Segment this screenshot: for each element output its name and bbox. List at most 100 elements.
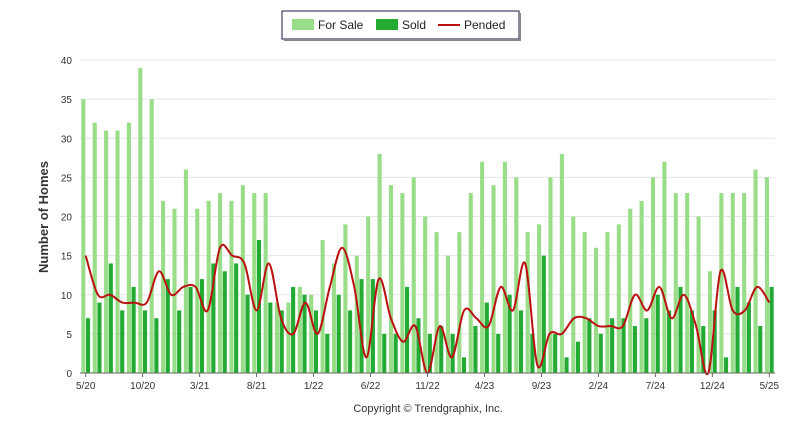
for-sale-bar [92, 122, 97, 373]
sold-bar [610, 318, 615, 373]
sold-bar [325, 333, 330, 373]
for-sale-bar [730, 193, 735, 373]
for-sale-bar [240, 185, 245, 373]
sold-bar [621, 318, 626, 373]
x-tick-label: 3/21 [190, 381, 210, 392]
x-tick-label: 10/20 [130, 381, 155, 392]
sold-bar [518, 310, 524, 373]
y-tick-label: 15 [61, 252, 73, 263]
for-sale-bar [673, 193, 678, 373]
sold-bar [746, 302, 751, 373]
for-sale-bar [115, 130, 120, 373]
y-tick-label: 35 [61, 95, 73, 106]
for-sale-bar [263, 193, 268, 373]
legend-box [281, 10, 520, 40]
for-sale-bar [514, 177, 519, 373]
y-tick-label: 40 [61, 56, 73, 67]
sold-bar [496, 333, 501, 373]
y-tick-label: 0 [66, 369, 72, 380]
sold-bar [302, 294, 307, 373]
for-sale-bar [252, 193, 257, 373]
sold-bar [348, 310, 353, 373]
x-tick-label: 1/22 [304, 381, 324, 392]
y-tick-labels: 0 5 10 15 20 25 30 35 40 [61, 56, 73, 380]
y-tick-label: 25 [61, 173, 73, 184]
sold-bar [177, 310, 182, 373]
sold-bar [575, 341, 581, 373]
for-sale-bar [457, 232, 462, 373]
copyright-text: Copyright © Trendgraphix, Inc. [353, 403, 502, 415]
sold-bar [131, 286, 136, 373]
y-axis-title: Number of Homes [36, 161, 51, 273]
sold-bar [644, 318, 649, 373]
for-sale-bar [548, 177, 553, 373]
for-sale-bar [229, 200, 234, 373]
for-sale-bar [719, 193, 724, 373]
sold-bar [427, 333, 432, 373]
for-sale-bar [537, 224, 542, 373]
sold-bar [211, 263, 216, 373]
for-sale-bar [707, 271, 713, 373]
for-sale-bar [605, 232, 610, 373]
sold-bar [199, 279, 205, 373]
for-sale-bar [434, 232, 439, 373]
for-sale-bar [559, 153, 564, 373]
sold-bar [564, 357, 569, 373]
for-sale-bar [628, 208, 633, 373]
sold-bar [758, 326, 763, 373]
sold-bar [450, 333, 455, 373]
for-sale-bar [126, 122, 131, 373]
pended-line [84, 243, 771, 376]
for-sale-bar [639, 200, 644, 373]
sold-bar [405, 286, 410, 373]
for-sale-bar [616, 224, 621, 373]
sold-bar [587, 318, 592, 373]
for-sale-bar [423, 216, 428, 373]
sold-bar [108, 263, 113, 373]
sold-bar [234, 263, 239, 373]
x-tick-label: 4/23 [475, 381, 495, 392]
sold-bar [97, 302, 102, 373]
sold-bar [416, 318, 421, 373]
sold-bar [336, 294, 341, 373]
sold-bar [382, 333, 387, 373]
x-tick-label: 5/25 [760, 381, 780, 392]
sold-bar [689, 310, 694, 373]
sold-bar [393, 333, 398, 373]
x-tick-label: 8/21 [247, 381, 267, 392]
legend-box-shadow-bottom [284, 39, 521, 41]
for-sale-bar [582, 232, 587, 373]
for-sale-bar [138, 67, 143, 373]
for-sale-bar [354, 255, 359, 373]
y-tick-label: 20 [61, 213, 73, 224]
for-sale-bar [274, 302, 280, 373]
sold-bar [291, 286, 296, 373]
legend-swatch-for-sale [292, 19, 314, 30]
sold-bar [701, 326, 706, 373]
for-sale-bar [662, 161, 667, 373]
for-sale-bar [491, 185, 496, 373]
sold-bar [359, 279, 364, 373]
for-sale-bar [218, 193, 223, 373]
sold-bar [245, 294, 250, 373]
sold-bar [655, 294, 660, 373]
sold-bar [507, 294, 512, 373]
sold-bar [313, 310, 318, 373]
for-sale-bar [331, 263, 337, 373]
for-sale-bar [650, 177, 656, 373]
sold-bar [142, 310, 148, 373]
x-tick-label: 11/22 [415, 381, 440, 392]
for-sale-bar [172, 208, 177, 373]
sold-bar [667, 310, 672, 373]
sold-bar [769, 286, 774, 373]
for-sale-bar [366, 216, 371, 373]
sold-bar [473, 326, 478, 373]
sold-bar [541, 255, 546, 373]
x-tick-label: 2/24 [589, 381, 609, 392]
for-sale-bar [468, 193, 473, 373]
for-sale-bar [696, 216, 701, 373]
for-sale-bar [753, 169, 758, 373]
sold-bar [268, 302, 273, 373]
for-sale-bar [183, 169, 188, 373]
